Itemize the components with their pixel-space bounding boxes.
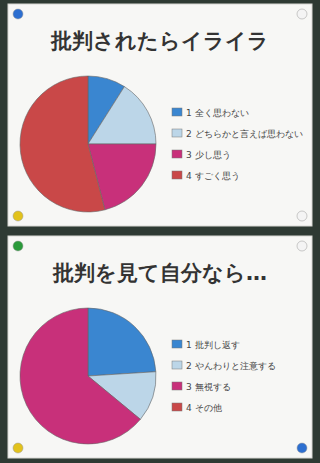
- legend-label: 4 すごく思う: [186, 171, 240, 181]
- title: 批判を見て自分なら…: [52, 261, 267, 285]
- pin: [13, 443, 23, 453]
- pin: [297, 443, 307, 453]
- legend-label: 1 全く思わない: [186, 108, 249, 118]
- legend-swatch: [172, 340, 182, 348]
- poster: [8, 4, 312, 226]
- pin: [13, 241, 23, 251]
- slice: [88, 308, 156, 376]
- pie: [20, 308, 156, 444]
- poster: [8, 236, 312, 458]
- legend-label: 4 その他: [186, 403, 222, 413]
- pin: [13, 211, 23, 221]
- title: 批判されたらイライラ: [50, 29, 269, 53]
- legend-swatch: [172, 129, 182, 137]
- slice: [88, 308, 89, 376]
- legend-label: 2 やんわりと注意する: [186, 361, 276, 371]
- legend-label: 2 どちらかと言えば思わない: [186, 129, 303, 139]
- pin: [297, 9, 307, 19]
- legend-label: 3 少し思う: [186, 150, 231, 160]
- pin: [297, 211, 307, 221]
- legend-label: 3 無視する: [186, 382, 231, 392]
- slice: [88, 87, 156, 144]
- legend-label: 1 批判し返す: [186, 340, 240, 350]
- legend-swatch: [172, 361, 182, 369]
- chart-root: 批判されたらイライラ 1 全く思わない 2 どちらかと言えば思わない 3 少し思う 4 …: [0, 0, 320, 463]
- legend-swatch: [172, 171, 182, 179]
- pin: [297, 241, 307, 251]
- legend-swatch: [172, 382, 182, 390]
- pie: [20, 76, 156, 212]
- legend-swatch: [172, 403, 182, 411]
- panel: 批判を見て自分なら… 1 批判し返す 2 やんわりと注意する 3 無視する 4 その他: [8, 236, 312, 458]
- legend-swatch: [172, 108, 182, 116]
- legend-swatch: [172, 150, 182, 158]
- panel: 批判されたらイライラ 1 全く思わない 2 どちらかと言えば思わない 3 少し思う 4 …: [8, 4, 312, 226]
- slice: [20, 76, 105, 212]
- slice: [20, 308, 140, 444]
- pin: [13, 9, 23, 19]
